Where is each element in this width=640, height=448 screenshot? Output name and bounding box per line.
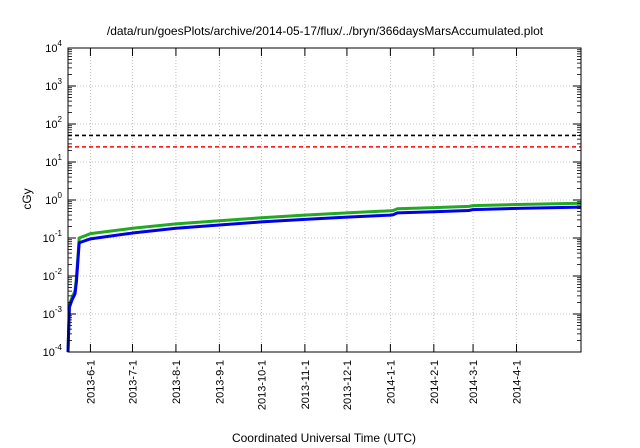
y-tick-label: 101 xyxy=(45,153,62,169)
y-tick-label: 104 xyxy=(45,39,62,55)
y-tick-label-exponent: 1 xyxy=(58,153,63,162)
x-tick-label: 2013-11-1 xyxy=(300,360,312,409)
y-tick-label: 10-1 xyxy=(43,229,63,245)
y-tick-label-exponent: -1 xyxy=(55,229,63,238)
y-tick-label-exponent: 0 xyxy=(58,191,63,200)
grid xyxy=(68,48,581,352)
x-tick-label: 2013-9-1 xyxy=(214,360,226,404)
y-tick-label-base: 10 xyxy=(45,195,57,207)
reference-lines xyxy=(68,135,581,146)
x-tick-label: 2013-7-1 xyxy=(127,360,139,404)
y-tick-label-exponent: -3 xyxy=(55,305,63,314)
y-tick-label-base: 10 xyxy=(43,309,55,321)
y-tick-label-base: 10 xyxy=(43,233,55,245)
y-tick-label-base: 10 xyxy=(45,119,57,131)
y-tick-label: 103 xyxy=(45,77,62,93)
y-tick-label-exponent: 3 xyxy=(58,77,63,86)
y-tick-label-base: 10 xyxy=(43,347,55,359)
chart-title: /data/run/goesPlots/archive/2014-05-17/f… xyxy=(107,24,544,38)
y-tick-label-base: 10 xyxy=(45,81,57,93)
x-tick-label: 2014-1-1 xyxy=(385,360,397,404)
y-tick-label-exponent: -4 xyxy=(55,343,63,352)
y-tick-label: 10-3 xyxy=(43,305,63,321)
y-tick-label: 10-2 xyxy=(43,267,63,283)
series-line xyxy=(68,203,581,352)
y-tick-label-base: 10 xyxy=(43,271,55,283)
y-tick-label: 100 xyxy=(45,191,62,207)
y-tick-label: 102 xyxy=(45,115,62,131)
x-tick-label: 2013-12-1 xyxy=(342,360,354,410)
y-tick-label: 10-4 xyxy=(43,343,63,359)
y-tick-label-base: 10 xyxy=(45,157,57,169)
x-tick-label: 2013-10-1 xyxy=(256,360,268,410)
x-tick-label: 2014-3-1 xyxy=(468,360,480,404)
x-tick-label: 2014-4-1 xyxy=(512,360,524,404)
series-lines xyxy=(68,203,581,352)
y-tick-label-base: 10 xyxy=(45,43,57,55)
plot-frame xyxy=(68,48,581,352)
y-tick-label-exponent: -2 xyxy=(55,267,63,276)
x-axis-title: Coordinated Universal Time (UTC) xyxy=(232,431,416,445)
x-tick-label: 2013-8-1 xyxy=(171,360,183,404)
x-tick-label: 2013-6-1 xyxy=(85,360,97,404)
y-tick-label-exponent: 2 xyxy=(58,115,63,124)
series-line xyxy=(68,207,581,352)
y-axis-title: cGy xyxy=(20,188,34,209)
x-tick-label: 2014-2-1 xyxy=(429,360,441,404)
y-tick-label-exponent: 4 xyxy=(58,39,63,48)
